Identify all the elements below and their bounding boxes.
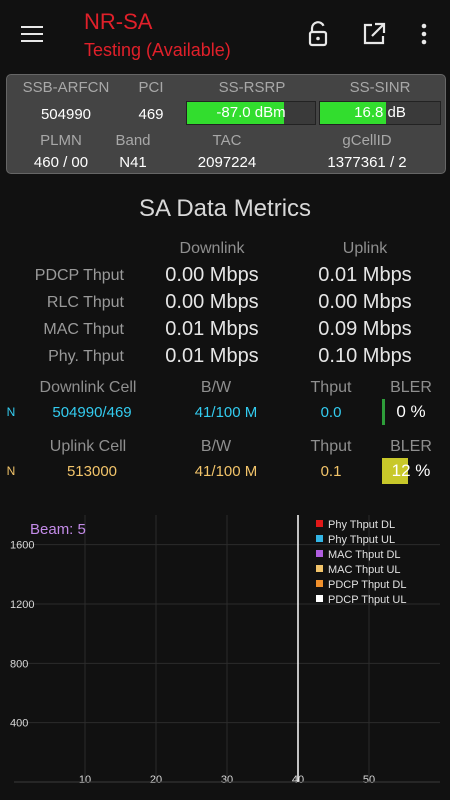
- rlc-thput-ul: 0.00 Mbps: [318, 291, 412, 313]
- legend-swatch-5: [316, 595, 323, 602]
- downlink-bler-value: 0 %: [396, 402, 426, 421]
- rlc-thput-label: RLC Thput: [46, 294, 124, 311]
- legend-item-1: Phy Thput UL: [316, 533, 406, 548]
- phy-thput-dl: 0.01 Mbps: [165, 345, 259, 367]
- pdcp-thput-ul: 0.01 Mbps: [318, 264, 412, 286]
- uplink-cell-header: Uplink Cell: [49, 438, 127, 455]
- uplink-bler-header: BLER: [390, 438, 432, 455]
- throughput-chart[interactable]: 400800120016001020304050: [0, 500, 450, 800]
- legend-swatch-4: [316, 580, 323, 587]
- downlink-thput-header: Thput: [310, 379, 352, 396]
- y-tick-label-1200: 1200: [10, 599, 34, 611]
- app-status: Testing (Available): [84, 40, 231, 60]
- uplink-nr-tag: N: [6, 464, 16, 478]
- header-ssb-arfcn: SSB-ARFCN: [22, 79, 110, 96]
- section-title: SA Data Metrics: [138, 195, 312, 222]
- plmn-value: 460 / 00: [33, 154, 89, 171]
- legend-swatch-2: [316, 550, 323, 557]
- downlink-bw-value: 41/100 M: [194, 404, 258, 421]
- app-bar: NR-SA Testing (Available): [0, 0, 450, 70]
- header-band: Band: [115, 132, 151, 149]
- sinr-meter: 16.8 dB: [319, 101, 441, 125]
- downlink-cell-header: Downlink Cell: [39, 379, 137, 396]
- unlock-icon[interactable]: [304, 20, 332, 48]
- sinr-value: 16.8 dB: [354, 104, 406, 121]
- header-plmn: PLMN: [40, 132, 82, 149]
- band-value: N41: [119, 154, 147, 171]
- header-pci: PCI: [138, 79, 164, 96]
- x-tick-label-30: 30: [221, 774, 233, 786]
- uplink-header: Uplink: [342, 240, 388, 257]
- downlink-bler-header: BLER: [390, 379, 432, 396]
- header-ss-rsrp: SS-RSRP: [218, 79, 286, 96]
- pdcp-thput-dl: 0.00 Mbps: [165, 264, 259, 286]
- downlink-bler-fill: [382, 399, 385, 425]
- uplink-bw-value: 41/100 M: [194, 463, 258, 480]
- open-external-icon[interactable]: [360, 20, 388, 48]
- downlink-thput-value: 0.0: [320, 404, 342, 421]
- legend-item-4: PDCP Thput DL: [316, 578, 406, 593]
- rsrp-meter: -87.0 dBm: [186, 101, 316, 125]
- legend-item-0: Phy Thput DL: [316, 518, 406, 533]
- gcellid-value: 1377361 / 2: [327, 154, 407, 171]
- downlink-bw-header: B/W: [200, 379, 232, 396]
- legend-label-4: PDCP Thput DL: [328, 579, 407, 591]
- app-title: NR-SA: [84, 9, 153, 34]
- y-tick-label-800: 800: [10, 658, 28, 670]
- y-tick-label-400: 400: [10, 718, 28, 730]
- pdcp-thput-label: PDCP Thput: [34, 267, 124, 284]
- downlink-nr-tag: N: [6, 405, 16, 419]
- uplink-thput-header: Thput: [310, 438, 352, 455]
- uplink-thput-value: 0.1: [320, 463, 342, 480]
- legend-item-5: PDCP Thput UL: [316, 593, 406, 608]
- downlink-cell-value: 504990/469: [52, 404, 132, 421]
- uplink-bw-header: B/W: [200, 438, 232, 455]
- ssb-arfcn-value: 504990: [40, 106, 92, 123]
- legend-label-5: PDCP Thput UL: [328, 594, 407, 606]
- phy-thput-ul: 0.10 Mbps: [318, 345, 412, 367]
- header-gcellid: gCellID: [342, 132, 392, 149]
- menu-icon[interactable]: [18, 22, 48, 46]
- cell-info-card: SSB-ARFCN PCI SS-RSRP SS-SINR 504990 469…: [6, 74, 446, 174]
- x-tick-label-20: 20: [150, 774, 162, 786]
- mac-thput-dl: 0.01 Mbps: [165, 318, 259, 340]
- rsrp-value: -87.0 dBm: [216, 104, 286, 121]
- x-tick-label-50: 50: [363, 774, 375, 786]
- legend-item-2: MAC Thput DL: [316, 548, 406, 563]
- legend-swatch-0: [316, 520, 323, 527]
- uplink-bler-fill: [382, 458, 408, 484]
- legend-item-3: MAC Thput UL: [316, 563, 406, 578]
- pci-value: 469: [138, 106, 164, 123]
- downlink-header: Downlink: [179, 240, 245, 257]
- header-ss-sinr: SS-SINR: [349, 79, 411, 96]
- mac-thput-ul: 0.09 Mbps: [318, 318, 412, 340]
- y-tick-label-1600: 1600: [10, 540, 34, 552]
- rlc-thput-dl: 0.00 Mbps: [165, 291, 259, 313]
- uplink-bler-meter: 12 %: [382, 458, 440, 484]
- header-tac: TAC: [212, 132, 242, 149]
- mac-thput-label: MAC Thput: [43, 321, 124, 338]
- rsrp-meter-fill: [187, 102, 285, 124]
- sinr-meter-fill: [320, 102, 386, 124]
- uplink-bler-value: 12 %: [391, 461, 431, 480]
- legend-label-1: Phy Thput UL: [328, 534, 396, 546]
- x-tick-label-10: 10: [79, 774, 91, 786]
- uplink-cell-value: 513000: [66, 463, 118, 480]
- chart-legend: Phy Thput DL Phy Thput UL MAC Thput DL MAC …: [316, 518, 406, 608]
- legend-swatch-3: [316, 565, 323, 572]
- downlink-bler-meter: 0 %: [382, 399, 440, 425]
- legend-label-2: MAC Thput DL: [328, 549, 401, 561]
- legend-label-3: MAC Thput UL: [328, 564, 401, 576]
- legend-label-0: Phy Thput DL: [328, 519, 396, 531]
- phy-thput-label: Phy. Thput: [48, 348, 124, 365]
- tac-value: 2097224: [197, 154, 257, 171]
- more-vert-icon[interactable]: [410, 20, 438, 48]
- legend-swatch-1: [316, 535, 323, 542]
- beam-annotation: Beam: 5: [30, 521, 86, 538]
